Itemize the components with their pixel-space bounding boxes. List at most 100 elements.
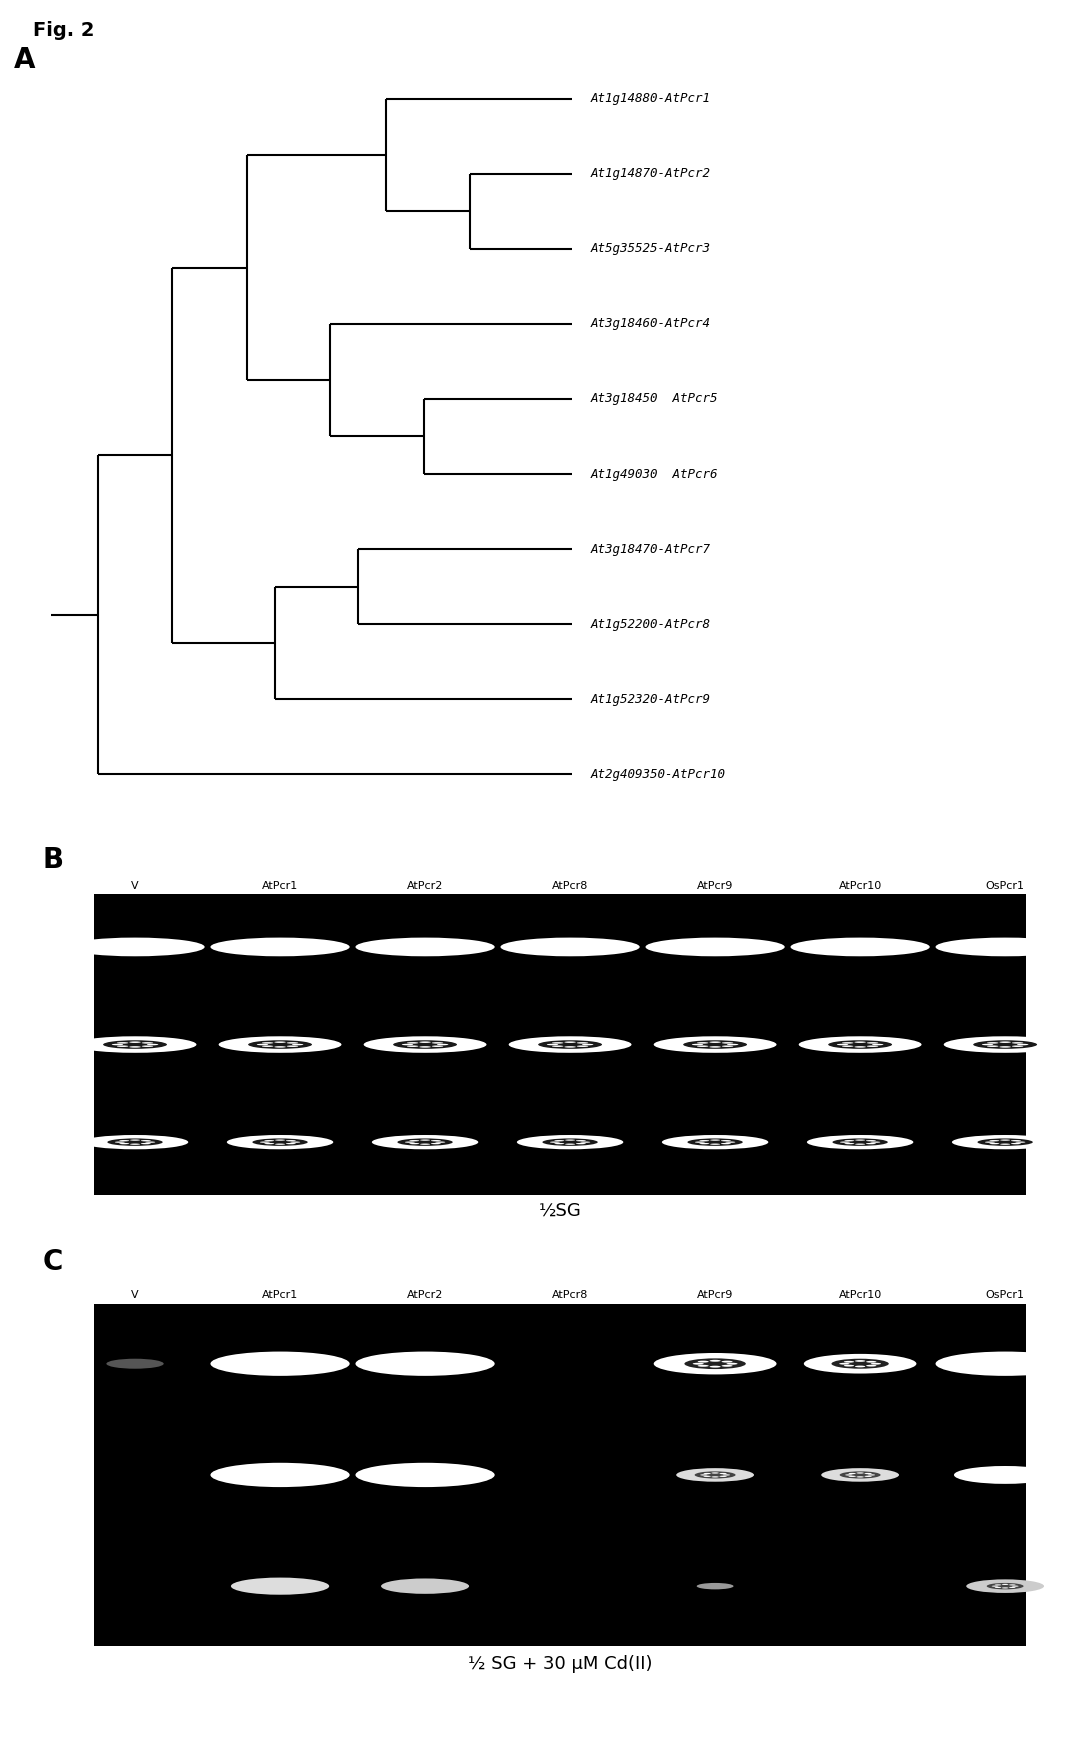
Text: At2g409350-AtPcr10: At2g409350-AtPcr10 — [591, 768, 726, 780]
Ellipse shape — [829, 1041, 892, 1049]
Text: AtPcr8: AtPcr8 — [552, 880, 588, 890]
Text: AtPcr1: AtPcr1 — [262, 880, 298, 890]
Ellipse shape — [355, 938, 494, 957]
Ellipse shape — [710, 1365, 721, 1367]
Ellipse shape — [364, 1037, 487, 1053]
Ellipse shape — [646, 938, 785, 957]
Ellipse shape — [726, 1362, 737, 1365]
Text: At1g52320-AtPcr9: At1g52320-AtPcr9 — [591, 693, 711, 705]
Ellipse shape — [219, 1037, 342, 1053]
Ellipse shape — [684, 1358, 746, 1369]
Ellipse shape — [509, 1037, 632, 1053]
Ellipse shape — [798, 1037, 921, 1053]
Text: At3g18450  AtPcr5: At3g18450 AtPcr5 — [591, 393, 719, 405]
Ellipse shape — [871, 1364, 881, 1365]
Text: AtPcr10: AtPcr10 — [839, 1290, 882, 1299]
Ellipse shape — [866, 1365, 877, 1367]
Text: ½ SG + 30 μM Cd(II): ½ SG + 30 μM Cd(II) — [467, 1655, 652, 1673]
Text: At1g52200-AtPcr8: At1g52200-AtPcr8 — [591, 618, 711, 630]
Text: At1g14870-AtPcr2: At1g14870-AtPcr2 — [591, 168, 711, 180]
Ellipse shape — [371, 1135, 478, 1149]
Text: AtPcr1: AtPcr1 — [262, 1290, 298, 1299]
Ellipse shape — [935, 1351, 1075, 1376]
Text: AtPcr9: AtPcr9 — [697, 880, 733, 890]
Ellipse shape — [807, 1135, 914, 1149]
Ellipse shape — [844, 1360, 854, 1362]
Ellipse shape — [722, 1365, 733, 1367]
Text: AtPcr9: AtPcr9 — [697, 1290, 733, 1299]
Text: OsPcr1: OsPcr1 — [986, 1290, 1025, 1299]
Ellipse shape — [844, 1365, 854, 1367]
Ellipse shape — [676, 1468, 754, 1482]
Ellipse shape — [935, 938, 1075, 957]
Text: AtPcr2: AtPcr2 — [407, 1290, 443, 1299]
Text: AtPcr10: AtPcr10 — [839, 880, 882, 890]
Text: At1g14880-AtPcr1: At1g14880-AtPcr1 — [591, 93, 711, 105]
Text: V: V — [131, 880, 139, 890]
Text: At3g18460-AtPcr4: At3g18460-AtPcr4 — [591, 318, 711, 330]
Ellipse shape — [393, 1041, 457, 1049]
Ellipse shape — [722, 1360, 733, 1362]
Ellipse shape — [231, 1578, 329, 1594]
Ellipse shape — [832, 1138, 888, 1145]
Text: C: C — [42, 1248, 63, 1276]
Text: B: B — [42, 845, 64, 873]
Ellipse shape — [855, 1365, 866, 1367]
Ellipse shape — [683, 1041, 747, 1049]
Ellipse shape — [866, 1360, 877, 1362]
Text: OsPcr1: OsPcr1 — [986, 880, 1025, 890]
Ellipse shape — [698, 1365, 709, 1367]
Ellipse shape — [966, 1580, 1044, 1592]
Bar — [94, 894, 1026, 1194]
Ellipse shape — [108, 1138, 162, 1145]
Ellipse shape — [210, 938, 350, 957]
Ellipse shape — [653, 1353, 776, 1374]
Ellipse shape — [107, 1358, 163, 1369]
Ellipse shape — [538, 1041, 602, 1049]
Ellipse shape — [695, 1472, 735, 1479]
Ellipse shape — [653, 1037, 776, 1053]
Ellipse shape — [74, 1037, 196, 1053]
Ellipse shape — [248, 1041, 311, 1049]
Ellipse shape — [698, 1360, 709, 1362]
Ellipse shape — [82, 1135, 188, 1149]
Ellipse shape — [821, 1468, 900, 1482]
Ellipse shape — [804, 1353, 917, 1374]
Ellipse shape — [355, 1463, 494, 1488]
Ellipse shape — [710, 1360, 721, 1362]
Text: A: A — [14, 45, 36, 73]
Ellipse shape — [355, 1351, 494, 1376]
Bar — [94, 1304, 1026, 1646]
Ellipse shape — [944, 1037, 1066, 1053]
Ellipse shape — [253, 1138, 308, 1145]
Ellipse shape — [65, 938, 205, 957]
Ellipse shape — [210, 1351, 350, 1376]
Ellipse shape — [954, 1467, 1056, 1484]
Text: V: V — [131, 1290, 139, 1299]
Ellipse shape — [840, 1364, 849, 1365]
Ellipse shape — [952, 1135, 1059, 1149]
Ellipse shape — [397, 1138, 453, 1145]
Ellipse shape — [974, 1041, 1037, 1049]
Ellipse shape — [987, 1584, 1024, 1589]
Ellipse shape — [210, 1463, 350, 1488]
Ellipse shape — [517, 1135, 623, 1149]
Ellipse shape — [501, 938, 639, 957]
Ellipse shape — [381, 1578, 469, 1594]
Ellipse shape — [855, 1360, 866, 1362]
Text: At1g49030  AtPcr6: At1g49030 AtPcr6 — [591, 468, 719, 480]
Text: AtPcr2: AtPcr2 — [407, 880, 443, 890]
Ellipse shape — [662, 1135, 769, 1149]
Text: ½SG: ½SG — [538, 1203, 582, 1220]
Ellipse shape — [832, 1358, 889, 1369]
Text: At5g35525-AtPcr3: At5g35525-AtPcr3 — [591, 243, 711, 255]
Ellipse shape — [840, 1472, 881, 1479]
Ellipse shape — [693, 1362, 703, 1365]
Ellipse shape — [687, 1138, 743, 1145]
Ellipse shape — [697, 1584, 734, 1589]
Text: Fig. 2: Fig. 2 — [33, 21, 94, 40]
Ellipse shape — [227, 1135, 333, 1149]
Text: At3g18470-AtPcr7: At3g18470-AtPcr7 — [591, 543, 711, 555]
Text: AtPcr8: AtPcr8 — [552, 1290, 588, 1299]
Ellipse shape — [791, 938, 930, 957]
